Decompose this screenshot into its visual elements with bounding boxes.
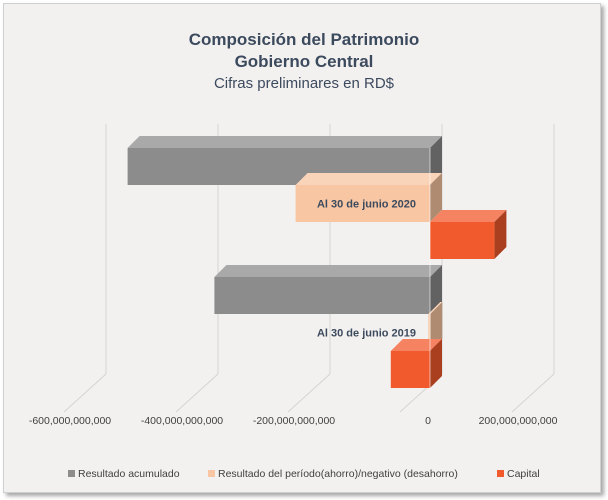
bar-1-2 xyxy=(390,351,430,388)
legend-swatch-2 xyxy=(497,470,504,477)
legend-swatch-1 xyxy=(208,470,215,477)
category-label-1: Al 30 de junio 2019 xyxy=(317,328,416,340)
bar-0-2 xyxy=(430,222,495,259)
bar-1-1 xyxy=(428,314,431,351)
bar-0-0-side xyxy=(430,136,442,185)
tick-label-1: -400,000,000,000 xyxy=(141,415,223,427)
category-label-0: Al 30 de junio 2020 xyxy=(317,199,416,211)
chart-subtitle: Cifras preliminares en RD$ xyxy=(213,75,395,92)
legend-swatch-0 xyxy=(68,470,75,477)
legend-label-2: Capital xyxy=(507,468,540,480)
bar-0-2-side xyxy=(494,210,507,259)
legend-label-0: Resultado acumulado xyxy=(78,468,180,480)
bar-1-1-side xyxy=(430,302,443,351)
bar-1-0 xyxy=(214,277,430,314)
bar-0-1 xyxy=(295,185,430,222)
bar-0-1-top xyxy=(295,173,442,185)
gridline-floor-0 xyxy=(63,373,107,413)
tick-label-0: -600,000,000,000 xyxy=(29,415,111,427)
chart-title: Composición del Patrimonio xyxy=(188,30,420,49)
gridline-floor-2 xyxy=(287,373,331,413)
bar-1-0-top xyxy=(214,265,442,277)
gridline-floor-4 xyxy=(511,373,555,413)
tick-label-4: 200,000,000,000 xyxy=(479,415,558,427)
gridline-floor-1 xyxy=(175,373,219,413)
bar-0-0-top xyxy=(127,136,442,148)
legend-label-1: Resultado del período(ahorro)/negativo (… xyxy=(218,468,458,480)
tick-label-2: -200,000,000,000 xyxy=(253,415,335,427)
bar-1-2-top xyxy=(390,339,442,351)
chart-title-line2: Gobierno Central xyxy=(234,52,374,71)
bar-1-2-side xyxy=(430,339,442,388)
tick-label-3: 0 xyxy=(425,415,431,427)
bar-1-1-top xyxy=(428,302,443,314)
bar-0-2-top xyxy=(430,210,507,222)
bar-0-1-side xyxy=(430,173,442,222)
bar-1-0-side xyxy=(430,265,442,314)
